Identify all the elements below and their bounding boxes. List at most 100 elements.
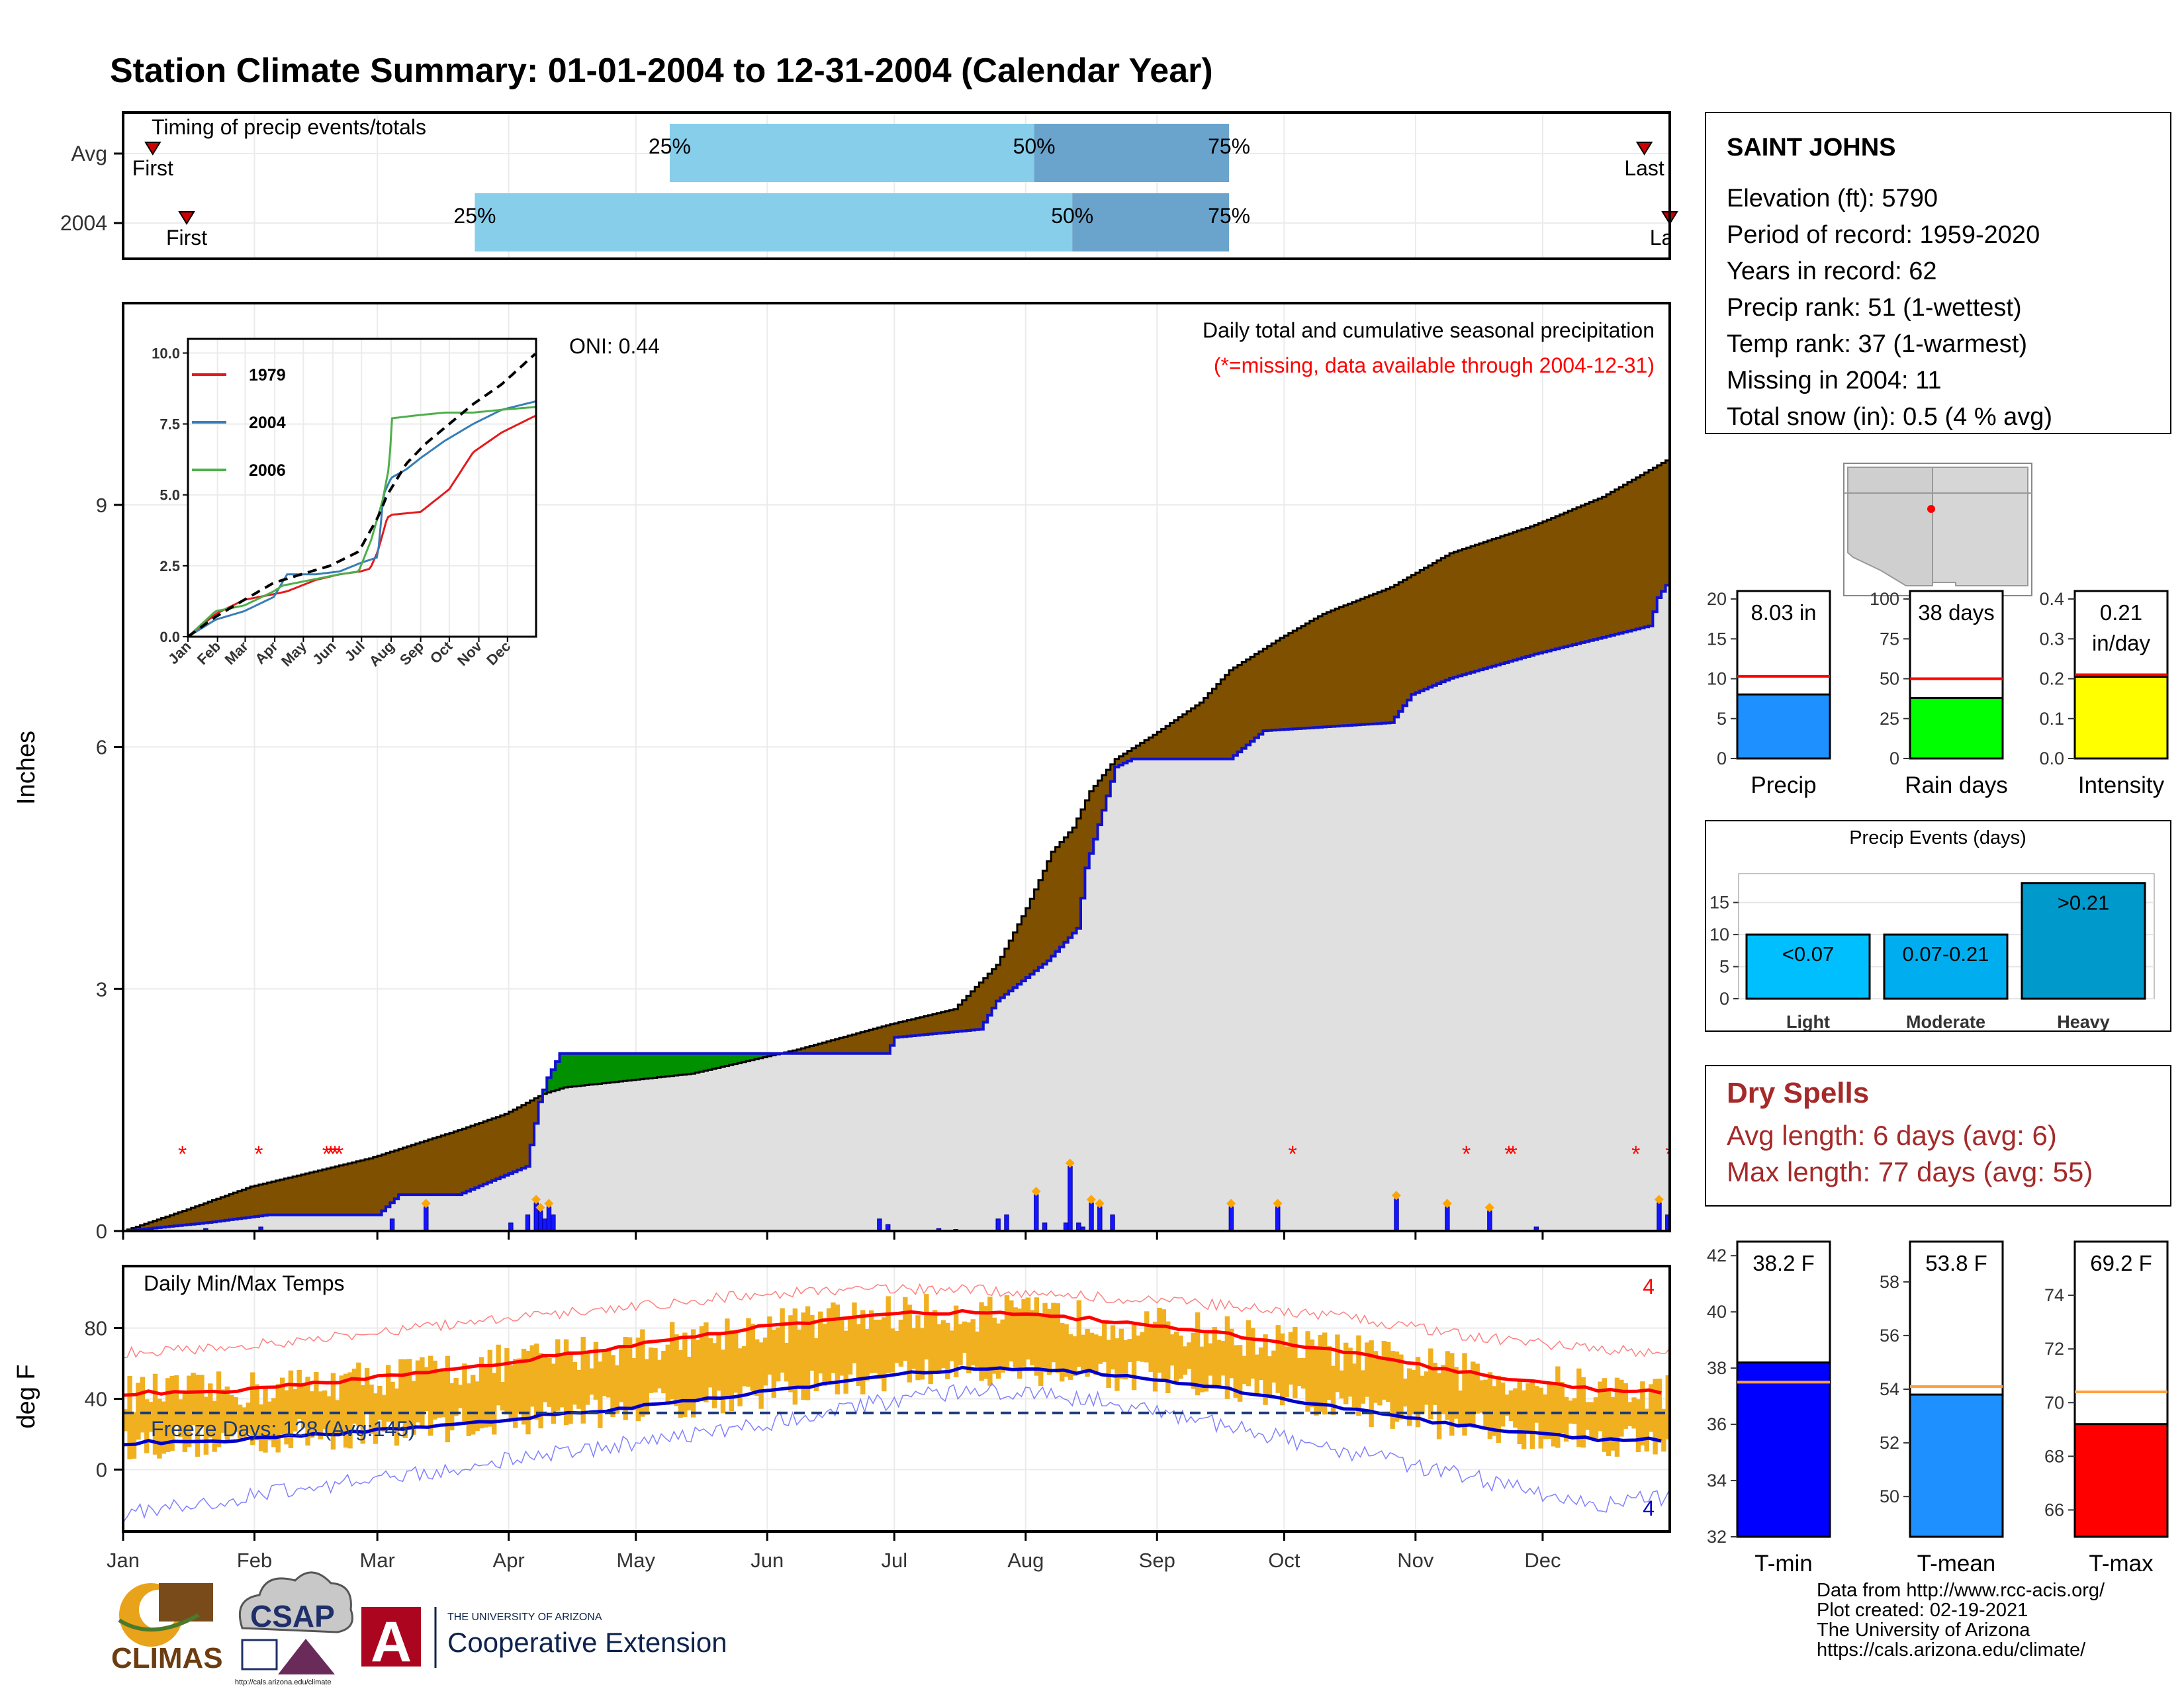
- daily-temp-bar: [886, 1296, 891, 1373]
- daily-temp-bar: [330, 1373, 336, 1450]
- daily-temp-bar: [911, 1328, 917, 1369]
- daily-temp-bar: [695, 1340, 700, 1402]
- daily-temp-bar: [1220, 1341, 1226, 1376]
- daily-temp-bar: [377, 1385, 383, 1420]
- intensity-chart-tick-label: 0.4: [2039, 589, 2064, 609]
- daily-precip-marker: [544, 1199, 554, 1209]
- daily-temp-bar: [1106, 1340, 1111, 1389]
- daily-temp-bar: [1453, 1367, 1459, 1419]
- daily-temp-bar: [762, 1337, 768, 1386]
- daily-temp-bar: [1182, 1346, 1188, 1375]
- daily-temp-bar: [1351, 1363, 1357, 1407]
- tmax-chart-value-label: 69.2 F: [2090, 1251, 2152, 1275]
- tmean-chart-tick-label: 56: [1880, 1326, 1899, 1346]
- daily-temp-bar: [1118, 1328, 1124, 1379]
- rain-days-chart-tick-label: 100: [1870, 589, 1899, 609]
- daily-temp-bar: [822, 1324, 827, 1387]
- missing-day-marker: *: [1289, 1142, 1297, 1167]
- daily-temp-bar: [1042, 1303, 1048, 1373]
- daily-temp-bar: [504, 1348, 510, 1415]
- daily-temp-bar: [547, 1358, 552, 1407]
- daily-temp-bar: [699, 1326, 705, 1402]
- precip-event-bar: [1745, 933, 1871, 1000]
- daily-temp-bar: [843, 1330, 848, 1394]
- temp-y-tick-label: 0: [96, 1458, 107, 1481]
- tmean-chart-tick-label: 58: [1880, 1272, 1899, 1292]
- daily-temp-bar: [1529, 1382, 1535, 1449]
- daily-precip-bar: [389, 1218, 395, 1231]
- missing-day-marker: *: [322, 1142, 331, 1167]
- tmax-chart-tick-label: 72: [2044, 1339, 2064, 1359]
- timing-quartile-label: 75%: [1208, 204, 1250, 228]
- daily-temp-bar: [1085, 1328, 1090, 1377]
- daily-temp-bar: [1093, 1334, 1099, 1375]
- daily-temp-bar: [949, 1330, 954, 1361]
- daily-temp-bar: [555, 1339, 561, 1411]
- missing-day-marker: *: [326, 1142, 335, 1167]
- precip-total-chart: 0 5 10 15 20 8.03 in Precip: [1707, 589, 1831, 798]
- daily-temp-bar: [1424, 1371, 1430, 1405]
- daily-temp-bar: [991, 1317, 997, 1374]
- daily-temp-bar: [343, 1373, 349, 1448]
- daily-temp-bar: [1110, 1325, 1116, 1370]
- ua-logo-letter: A: [371, 1610, 412, 1674]
- rain-days-chart-value-label: 38 days: [1918, 600, 1995, 625]
- tmin-chart: 32 34 36 38 40 42 38.2 F T-min: [1707, 1240, 1831, 1577]
- last-event-label: Last: [1624, 156, 1664, 180]
- daily-temp-bar: [644, 1359, 649, 1415]
- daily-temp-bar: [1428, 1348, 1433, 1420]
- daily-temp-bar: [1479, 1380, 1484, 1413]
- daily-temp-bar: [873, 1319, 878, 1373]
- dry-spells-max: Max length: 77 days (avg: 55): [1727, 1156, 2093, 1187]
- daily-temp-bar: [1492, 1386, 1497, 1436]
- daily-temp-bar: [860, 1310, 866, 1394]
- daily-temp-bar: [178, 1399, 183, 1438]
- daily-temp-bar: [839, 1320, 844, 1376]
- inset-x-tick-label: Aug: [366, 638, 398, 670]
- daily-precip-marker: [1442, 1199, 1452, 1209]
- daily-temp-bar: [792, 1308, 798, 1405]
- daily-temp-bar: [140, 1377, 146, 1433]
- missing-day-marker: *: [335, 1142, 343, 1167]
- daily-temp-bar: [754, 1339, 760, 1396]
- daily-temp-bar: [1140, 1332, 1146, 1362]
- daily-temp-bar: [1068, 1334, 1073, 1380]
- daily-temp-bar: [483, 1364, 488, 1428]
- rain-days-chart-label: Rain days: [1905, 772, 2008, 798]
- missing-day-marker: *: [1462, 1142, 1471, 1167]
- precip-summary-bars: 0 5 10 15 20 8.03 in Precip 0 25 50 75 100 38 days Ra…: [1707, 589, 2169, 798]
- daily-temp-bar: [1275, 1325, 1281, 1393]
- precip-event-category-label: Light: [1786, 1012, 1830, 1032]
- daily-temp-bar: [250, 1372, 255, 1445]
- missing-day-marker: *: [1508, 1142, 1517, 1167]
- daily-temp-bar: [373, 1393, 379, 1444]
- daily-precip-bar: [542, 1218, 547, 1231]
- daily-precip-marker: [1391, 1191, 1401, 1201]
- temp-y-tick-label: 40: [85, 1388, 107, 1411]
- daily-temp-bar: [1293, 1326, 1298, 1398]
- daily-precip-bar: [525, 1214, 531, 1231]
- cumulative-normal-line: [123, 577, 1670, 1231]
- daily-temp-bar: [1551, 1384, 1557, 1447]
- daily-temp-bar: [1449, 1353, 1455, 1436]
- daily-temp-bar: [428, 1355, 433, 1436]
- daily-precip-bar: [877, 1218, 882, 1231]
- daily-temp-bar: [559, 1354, 565, 1408]
- map-state-shape-east: [1932, 467, 2028, 586]
- daily-temp-bar: [1300, 1357, 1306, 1389]
- daily-temp-bar: [551, 1363, 557, 1424]
- daily-precip-bar: [1228, 1206, 1234, 1231]
- daily-temp-bar: [1046, 1308, 1052, 1375]
- dry-spells-frame: [1705, 1065, 2171, 1207]
- daily-temp-bar: [1644, 1408, 1649, 1452]
- tmin-chart-label: T-min: [1754, 1551, 1813, 1577]
- temp-y-tick-label: 80: [85, 1317, 107, 1340]
- timing-quartile-label: 25%: [649, 134, 691, 158]
- daily-temp-bar: [1471, 1361, 1476, 1428]
- inset-y-tick-label: 10.0: [152, 345, 180, 361]
- tmin-chart-value-label: 38.2 F: [1752, 1251, 1815, 1275]
- daily-temp-bar: [1199, 1346, 1205, 1393]
- station-info-line: Missing in 2004: 11: [1727, 367, 1942, 394]
